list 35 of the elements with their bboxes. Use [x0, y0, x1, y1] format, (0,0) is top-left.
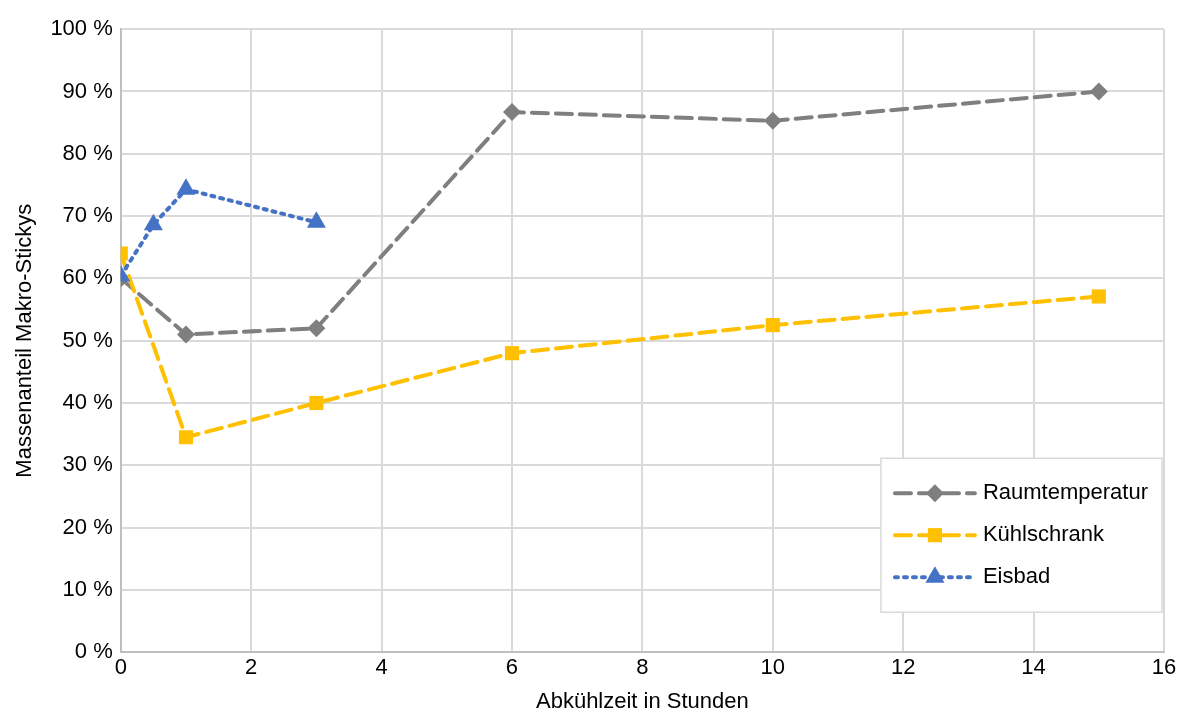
- x-tick-label: 16: [1151, 654, 1177, 680]
- point: [178, 430, 194, 445]
- x-tick-label: 0: [114, 654, 127, 680]
- point: [307, 319, 326, 338]
- point: [309, 395, 324, 411]
- legend-label: Eisbad: [982, 563, 1051, 589]
- y-tick-label: 60 %: [62, 264, 113, 290]
- point: [765, 318, 780, 333]
- y-tick-label: 20 %: [62, 513, 113, 539]
- x-tick-label: 10: [760, 654, 786, 680]
- y-tick-label: 90 %: [62, 77, 113, 103]
- point: [502, 103, 521, 122]
- y-tick-label: 100 %: [50, 15, 113, 41]
- y-tick-label: 30 %: [62, 451, 113, 477]
- x-tick-label: 14: [1021, 654, 1046, 680]
- x-axis-title: Abkühlzeit in Stunden: [535, 687, 749, 713]
- y-tick-label: 10 %: [62, 575, 113, 601]
- y-tick-label: 50 %: [62, 326, 113, 352]
- point: [176, 325, 195, 344]
- x-tick-label: 12: [890, 654, 916, 680]
- x-tick-label: 8: [636, 654, 649, 680]
- y-tick-label: 70 %: [62, 202, 113, 228]
- y-tick-label: 0 %: [74, 638, 113, 664]
- x-tick-label: 4: [375, 654, 388, 680]
- point: [1091, 289, 1106, 304]
- point: [504, 346, 520, 361]
- x-tick-label: 2: [245, 654, 258, 680]
- y-axis-title: Massenanteil Makro-Stickys: [11, 203, 37, 478]
- point: [1089, 82, 1108, 101]
- y-tick-label: 80 %: [62, 139, 113, 165]
- y-tick-label: 40 %: [62, 389, 113, 415]
- legend-label: Raumtemperatur: [982, 479, 1149, 505]
- x-tick-label: 6: [505, 654, 519, 680]
- legend-label: Kühlschrank: [982, 521, 1105, 547]
- point: [763, 111, 782, 130]
